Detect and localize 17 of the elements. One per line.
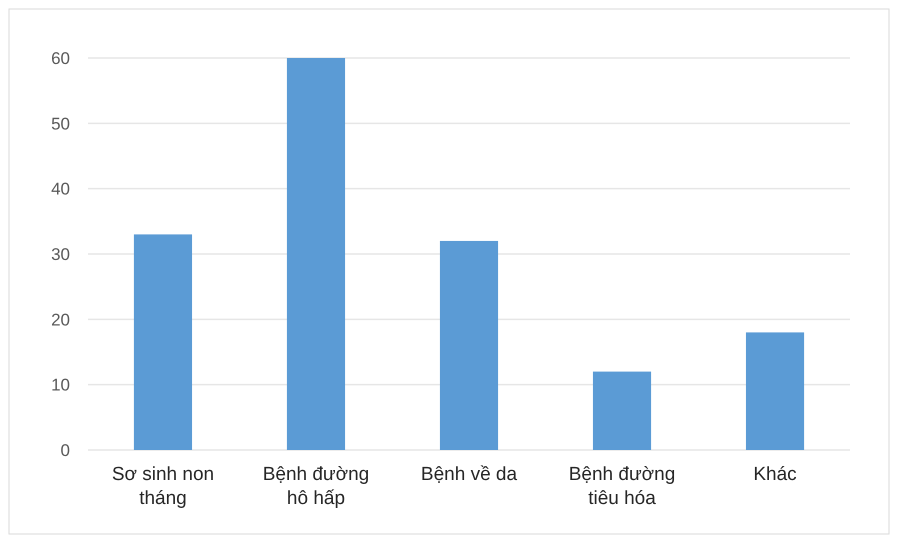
bar: [440, 240, 498, 450]
y-tick-label: 30: [51, 244, 70, 264]
y-tick-label: 40: [51, 180, 70, 199]
x-tick-label: Bệnh đường tiêu hóa: [568, 464, 676, 509]
y-tick-label: 60: [51, 48, 70, 68]
y-tick-label: 0: [60, 440, 70, 460]
bar: [592, 372, 652, 450]
y-tick-label: 50: [51, 114, 70, 134]
x-tick-label: Khác: [753, 464, 797, 485]
y-tick-label: 20: [51, 310, 70, 330]
bar: [134, 234, 192, 450]
x-tick-label: Sơ sinh non tháng: [112, 464, 214, 509]
x-tick-label: Bệnh về da: [420, 464, 518, 485]
bar: [746, 332, 804, 450]
x-tick-label: Bệnh đường hô hấp: [262, 464, 370, 509]
bar: [286, 58, 346, 450]
y-tick-label: 10: [51, 376, 70, 395]
